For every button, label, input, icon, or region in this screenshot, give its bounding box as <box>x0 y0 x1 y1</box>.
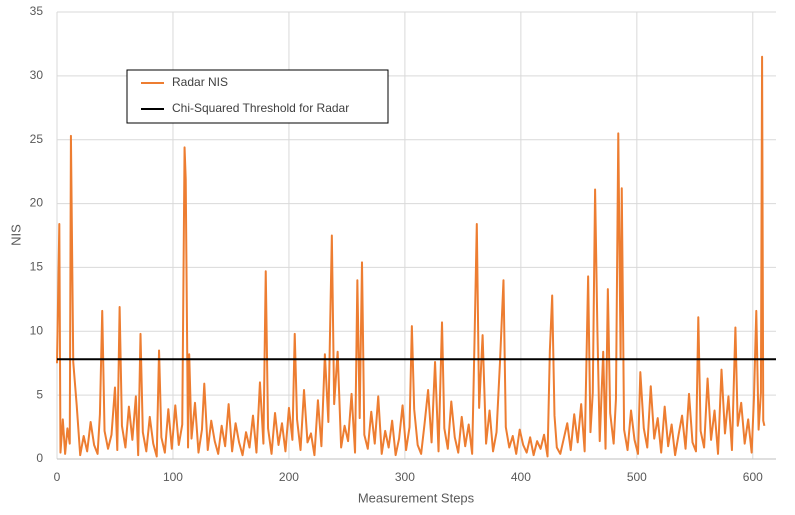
y-tick-label: 25 <box>30 132 44 146</box>
x-tick-label: 100 <box>163 470 183 484</box>
x-axis-title: Measurement Steps <box>358 490 475 505</box>
y-axis-title: NIS <box>8 224 23 246</box>
y-tick-label: 15 <box>30 260 44 274</box>
legend-box <box>126 69 389 124</box>
x-tick-label: 300 <box>395 470 415 484</box>
data-line <box>56 55 766 458</box>
y-tick-label: 35 <box>30 4 44 18</box>
y-tick-label: 10 <box>30 323 44 337</box>
y-tick-label: 20 <box>30 196 44 210</box>
y-tick-label: 30 <box>30 68 44 82</box>
x-tick-label: 600 <box>743 470 763 484</box>
x-tick-label: 400 <box>511 470 531 484</box>
y-tick-label: 0 <box>36 451 43 465</box>
x-tick-label: 200 <box>279 470 299 484</box>
y-tick-label: 5 <box>36 387 43 401</box>
x-tick-label: 0 <box>54 470 61 484</box>
x-tick-label: 500 <box>627 470 647 484</box>
legend-label: Chi-Squared Threshold for Radar <box>172 101 349 115</box>
legend-label: Radar NIS <box>172 75 228 89</box>
legend: Radar NIS Chi-Squared Threshold for Radar <box>126 69 389 124</box>
